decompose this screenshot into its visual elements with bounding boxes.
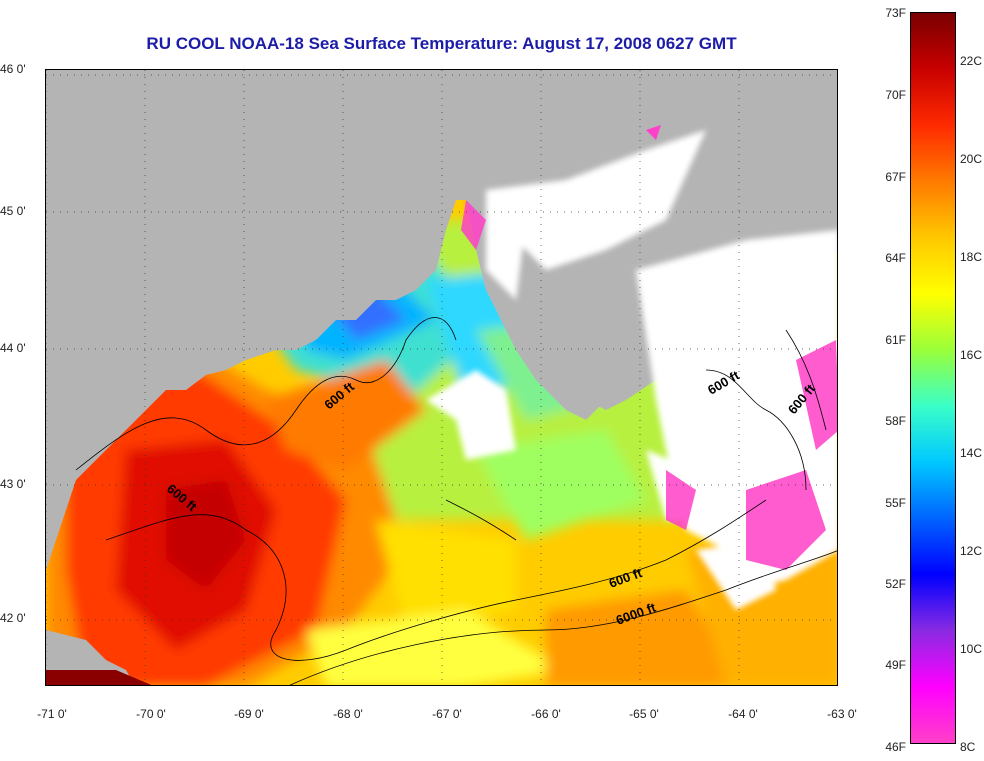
sst-map-canvas: 600 ft 600 ft 600 ft 600 ft 600 ft 6000 … bbox=[46, 70, 837, 685]
lon-label: -71 0' bbox=[37, 707, 67, 721]
colorbar-c-label: 20C bbox=[960, 152, 983, 166]
colorbar-f-label: 52F bbox=[885, 577, 906, 591]
lat-label: 43 0' bbox=[0, 477, 26, 491]
lat-label: 42 0' bbox=[0, 611, 26, 625]
lon-label: -68 0' bbox=[333, 707, 363, 721]
colorbar-f-label: 58F bbox=[885, 414, 906, 428]
colorbar-c-label: 12C bbox=[960, 544, 983, 558]
lon-label: -70 0' bbox=[136, 707, 166, 721]
warm-patch bbox=[46, 670, 152, 685]
colorbar-f-label: 61F bbox=[885, 333, 906, 347]
colorbar-f-label: 49F bbox=[885, 658, 906, 672]
lon-label: -65 0' bbox=[629, 707, 659, 721]
colorbar-f-label: 64F bbox=[885, 251, 906, 265]
map-title: RU COOL NOAA-18 Sea Surface Temperature:… bbox=[146, 34, 737, 53]
colorbar-f-label: 67F bbox=[885, 170, 906, 184]
colorbar-c-label: 10C bbox=[960, 642, 983, 656]
colorbar-f-label: 46F bbox=[885, 740, 906, 754]
lat-label: 45 0' bbox=[0, 204, 26, 218]
colorbar bbox=[910, 12, 956, 744]
colorbar-c-label: 8C bbox=[960, 740, 976, 754]
colorbar-c-label: 22C bbox=[960, 54, 983, 68]
colorbar-c-label: 14C bbox=[960, 446, 983, 460]
colorbar-f-label: 55F bbox=[885, 496, 906, 510]
lat-label: 44 0' bbox=[0, 341, 26, 355]
contours bbox=[75, 317, 837, 685]
colorbar-c-label: 16C bbox=[960, 348, 983, 362]
grid bbox=[46, 70, 837, 685]
lon-label: -63 0' bbox=[827, 707, 857, 721]
colorbar-f-label: 73F bbox=[885, 6, 906, 20]
lon-label: -66 0' bbox=[531, 707, 561, 721]
lat-label: 46 0' bbox=[0, 62, 26, 76]
sst-map: 600 ft 600 ft 600 ft 600 ft 600 ft 6000 … bbox=[45, 69, 838, 686]
colorbar-f-label: 70F bbox=[885, 88, 906, 102]
colorbar-c-label: 18C bbox=[960, 250, 983, 264]
lon-label: -67 0' bbox=[432, 707, 462, 721]
lon-label: -64 0' bbox=[728, 707, 758, 721]
lon-label: -69 0' bbox=[234, 707, 264, 721]
